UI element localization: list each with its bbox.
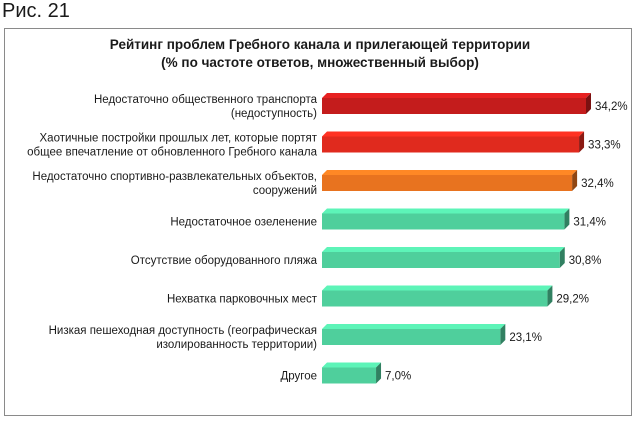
- bar-top-face: [322, 247, 565, 252]
- category-label: общее впечатление от обновленного Гребно…: [27, 147, 317, 159]
- bar-top-face: [322, 131, 585, 137]
- category-label: сооружений: [253, 185, 317, 197]
- category-label: Недостаточно спортивно-развлекательных о…: [32, 171, 317, 183]
- bar-side-face: [559, 247, 565, 268]
- bar: [322, 290, 548, 307]
- chart-title: Рейтинг проблем Гребного канала и прилег…: [109, 37, 531, 52]
- bar: [322, 98, 586, 114]
- category-label: Нехватка парковочных мест: [167, 294, 318, 306]
- category-label: Хаотичные постройки прошлых лет, которые…: [40, 133, 318, 145]
- category-label: Недостаточно общественного транспорта: [94, 94, 318, 106]
- bar: [322, 136, 580, 153]
- bar-value-label: 34,2%: [595, 101, 628, 113]
- category-label: Недостаточное озеленение: [170, 217, 317, 229]
- bar-top-face: [322, 362, 382, 368]
- category-label: изолированность территории): [156, 339, 317, 351]
- figure-label: Рис. 21: [2, 0, 70, 22]
- bar-side-face: [586, 93, 591, 114]
- bar-side-face: [376, 362, 382, 384]
- bar-top-face: [322, 324, 506, 329]
- bar-side-face: [547, 285, 553, 307]
- bar-top-face: [322, 93, 591, 98]
- bar: [322, 367, 377, 384]
- bar-top-face: [322, 285, 553, 291]
- bar-side-face: [572, 170, 578, 191]
- bar-value-label: 32,4%: [581, 178, 614, 190]
- category-label: Другое: [280, 371, 317, 383]
- bar-side-face: [579, 131, 585, 153]
- bar-side-face: [500, 324, 506, 345]
- bar: [322, 175, 573, 191]
- bar-top-face: [322, 208, 570, 214]
- bar: [322, 213, 565, 230]
- bar: [322, 252, 560, 268]
- category-label: Отсутствие оборудованного пляжа: [131, 255, 318, 267]
- bar-value-label: 7,0%: [385, 371, 411, 383]
- bar: [322, 329, 501, 345]
- bar-top-face: [322, 170, 578, 175]
- category-label: (недоступность): [231, 108, 317, 120]
- bar-value-label: 33,3%: [588, 140, 621, 152]
- category-label: Низкая пешеходная доступность (географич…: [49, 325, 317, 337]
- bar-value-label: 23,1%: [509, 332, 542, 344]
- bar-value-label: 30,8%: [569, 255, 602, 267]
- bar-value-label: 31,4%: [573, 217, 606, 229]
- chart-subtitle: (% по частоте ответов, множественный выб…: [161, 55, 479, 70]
- bar-side-face: [564, 208, 570, 230]
- bar-value-label: 29,2%: [556, 294, 589, 306]
